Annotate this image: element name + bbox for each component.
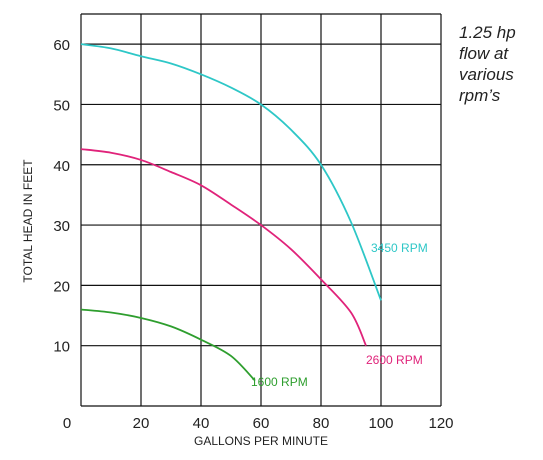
grid	[80, 13, 442, 407]
x-axis-ticks: 0 20 40 60 80 100 120	[63, 415, 454, 432]
note-line: 1.25 hp	[459, 23, 516, 42]
series-label-2600-rpm: 2600 RPM	[366, 353, 423, 367]
y-tick-label: 20	[53, 278, 70, 295]
series-lines	[80, 43, 382, 382]
y-tick-label: 50	[53, 97, 70, 114]
y-tick-label: 30	[53, 218, 70, 235]
y-axis-ticks: 10 20 30 40 50 60	[53, 37, 70, 356]
note-line: flow at	[459, 44, 509, 63]
x-tick-label: 40	[193, 415, 210, 432]
note-line: various	[459, 65, 514, 84]
x-tick-label: 0	[63, 415, 71, 432]
x-tick-label: 80	[313, 415, 330, 432]
y-tick-label: 60	[53, 37, 70, 54]
y-axis-title: TOTAL HEAD IN FEET	[21, 159, 35, 283]
x-tick-label: 20	[133, 415, 150, 432]
note-line: rpm’s	[459, 86, 501, 105]
x-tick-label: 120	[428, 415, 453, 432]
series-labels: 3450 RPM 2600 RPM 1600 RPM	[251, 241, 428, 389]
y-tick-label: 10	[53, 339, 70, 356]
series-line-2600-rpm	[80, 148, 367, 347]
series-line-3450-rpm	[80, 43, 382, 301]
x-tick-label: 100	[368, 415, 393, 432]
series-label-1600-rpm: 1600 RPM	[251, 375, 308, 389]
x-tick-label: 60	[253, 415, 270, 432]
x-axis-title: GALLONS PER MINUTE	[194, 434, 328, 448]
chart-note: 1.25 hp flow at various rpm’s	[459, 22, 541, 106]
y-tick-label: 40	[53, 158, 70, 175]
series-label-3450-rpm: 3450 RPM	[371, 241, 428, 255]
series-line-1600-rpm	[80, 308, 256, 382]
